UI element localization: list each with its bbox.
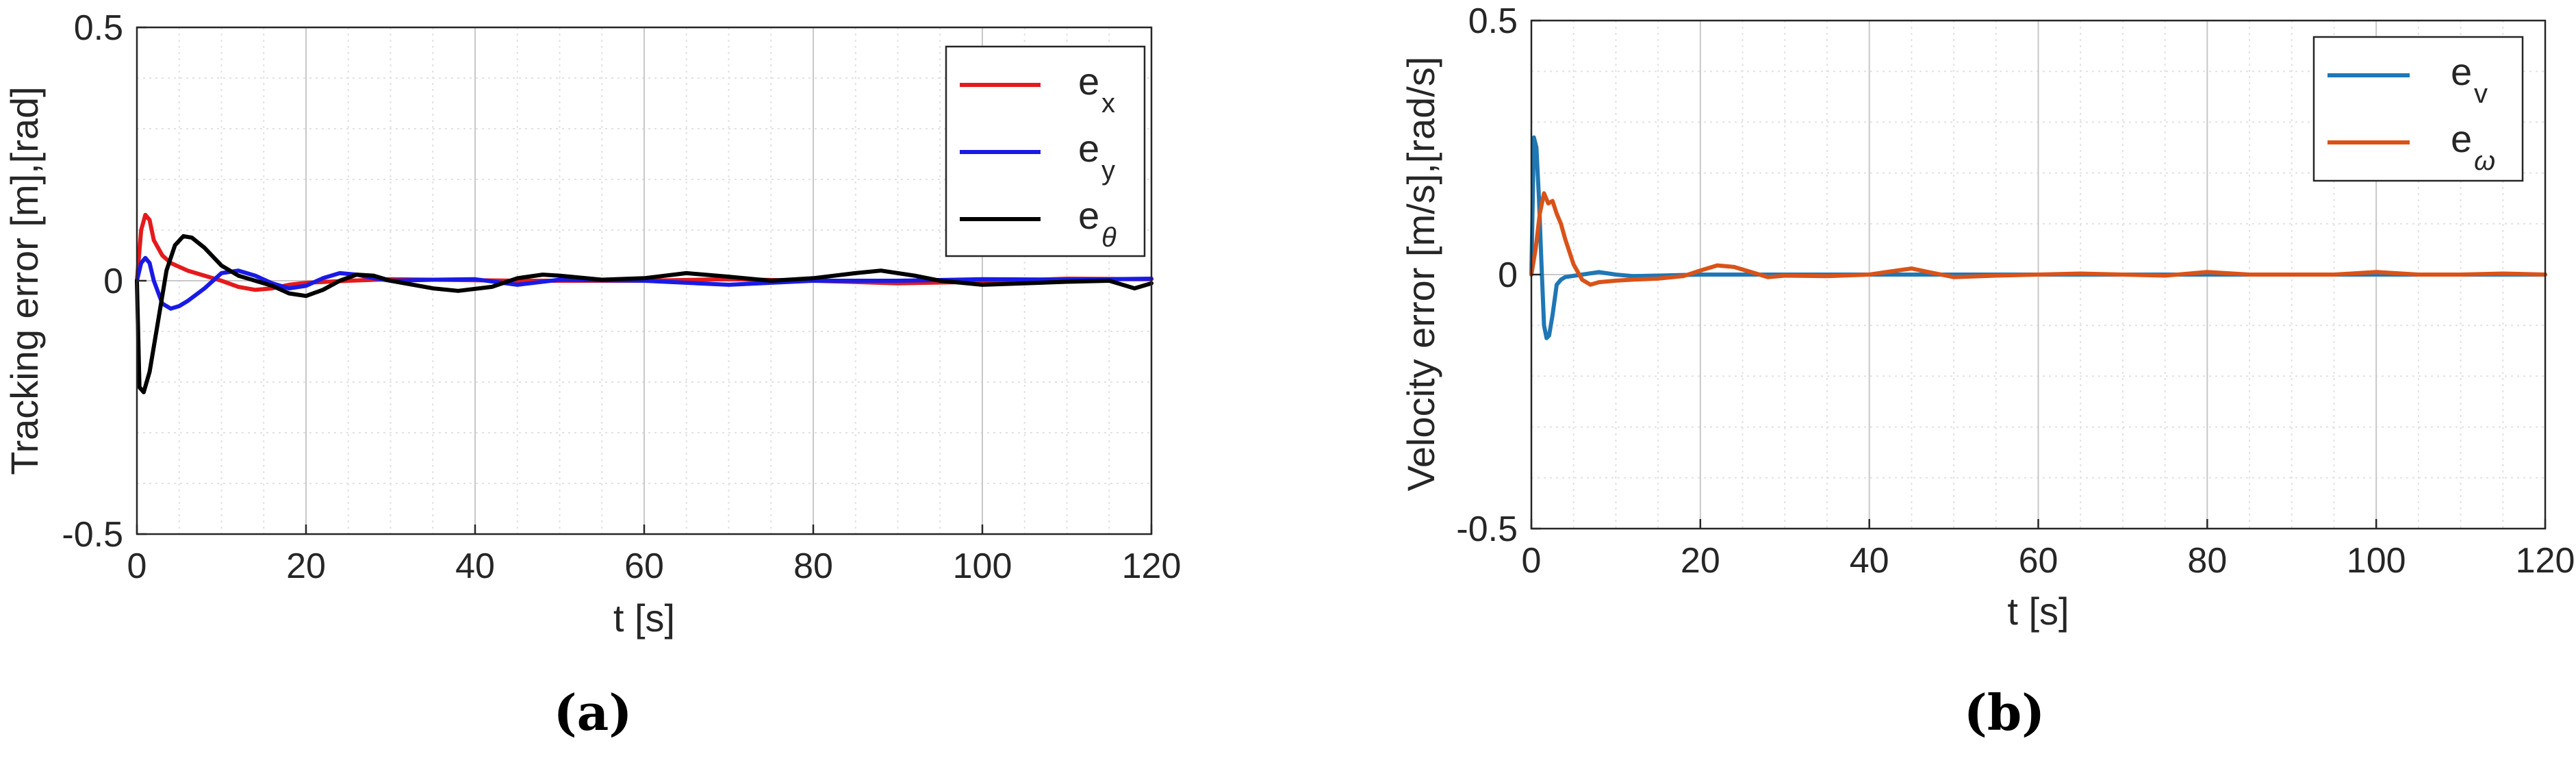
chart-panel-a: 0 20 40 60 80 100 120-0.500.5t [s]Tracking err… [3,8,1181,742]
legend-subscript-y: y [1101,155,1115,186]
series-line-ω [1529,191,2547,287]
x-axis-label: t [s] [613,596,675,640]
legend-box [2312,36,2524,182]
figure-caption: (b) [1964,683,2045,742]
x-tick-label: 40 [1850,541,1889,581]
y-axis-label: Velocity error [m/s],[rad/s] [1399,57,1442,492]
legend-subscript-θ: θ [1101,223,1117,253]
x-tick-label: 100 [2347,541,2406,581]
x-tick-label: 40 [455,546,495,586]
legend-subscript-x: x [1101,88,1115,118]
x-tick-label: 120 [2516,541,2575,581]
legend-label-x: e [1078,60,1099,103]
chart-panel-b: 0 20 40 60 80 100 120-0.500.5t [s]Velocity err… [1399,1,2575,742]
x-tick-label: 80 [793,546,833,586]
legend-label-y: e [1078,127,1099,170]
figure-caption: (a) [554,683,633,742]
x-tick-label: 120 [1122,546,1182,586]
legend-label-v: e [2451,50,2472,93]
legend-label-ω: e [2451,117,2472,160]
legend-label-θ: e [1078,194,1099,237]
series-line-v [1529,135,2547,340]
y-tick-label: -0.5 [1456,509,1518,549]
x-tick-label: 60 [2019,541,2058,581]
x-tick-label: 20 [1681,541,1720,581]
y-tick-label: 0 [103,262,123,301]
y-axis-label: Tracking error [m],[rad] [3,86,46,475]
y-tick-label: 0.5 [1468,1,1518,41]
series-line-θ [135,233,1153,394]
y-tick-label: 0.5 [74,8,123,48]
x-tick-label: 80 [2187,541,2227,581]
x-tick-label: 0 [1522,541,1542,581]
x-tick-label: 20 [286,546,326,586]
legend-subscript-v: v [2474,79,2488,109]
series-line-y [135,255,1153,311]
legend-subscript-ω: ω [2474,146,2495,176]
y-tick-label: -0.5 [62,515,123,555]
y-tick-label: 0 [1498,255,1518,295]
x-tick-label: 100 [953,546,1012,586]
x-axis-label: t [s] [2007,590,2069,633]
x-tick-label: 0 [127,546,147,586]
x-tick-label: 60 [624,546,664,586]
